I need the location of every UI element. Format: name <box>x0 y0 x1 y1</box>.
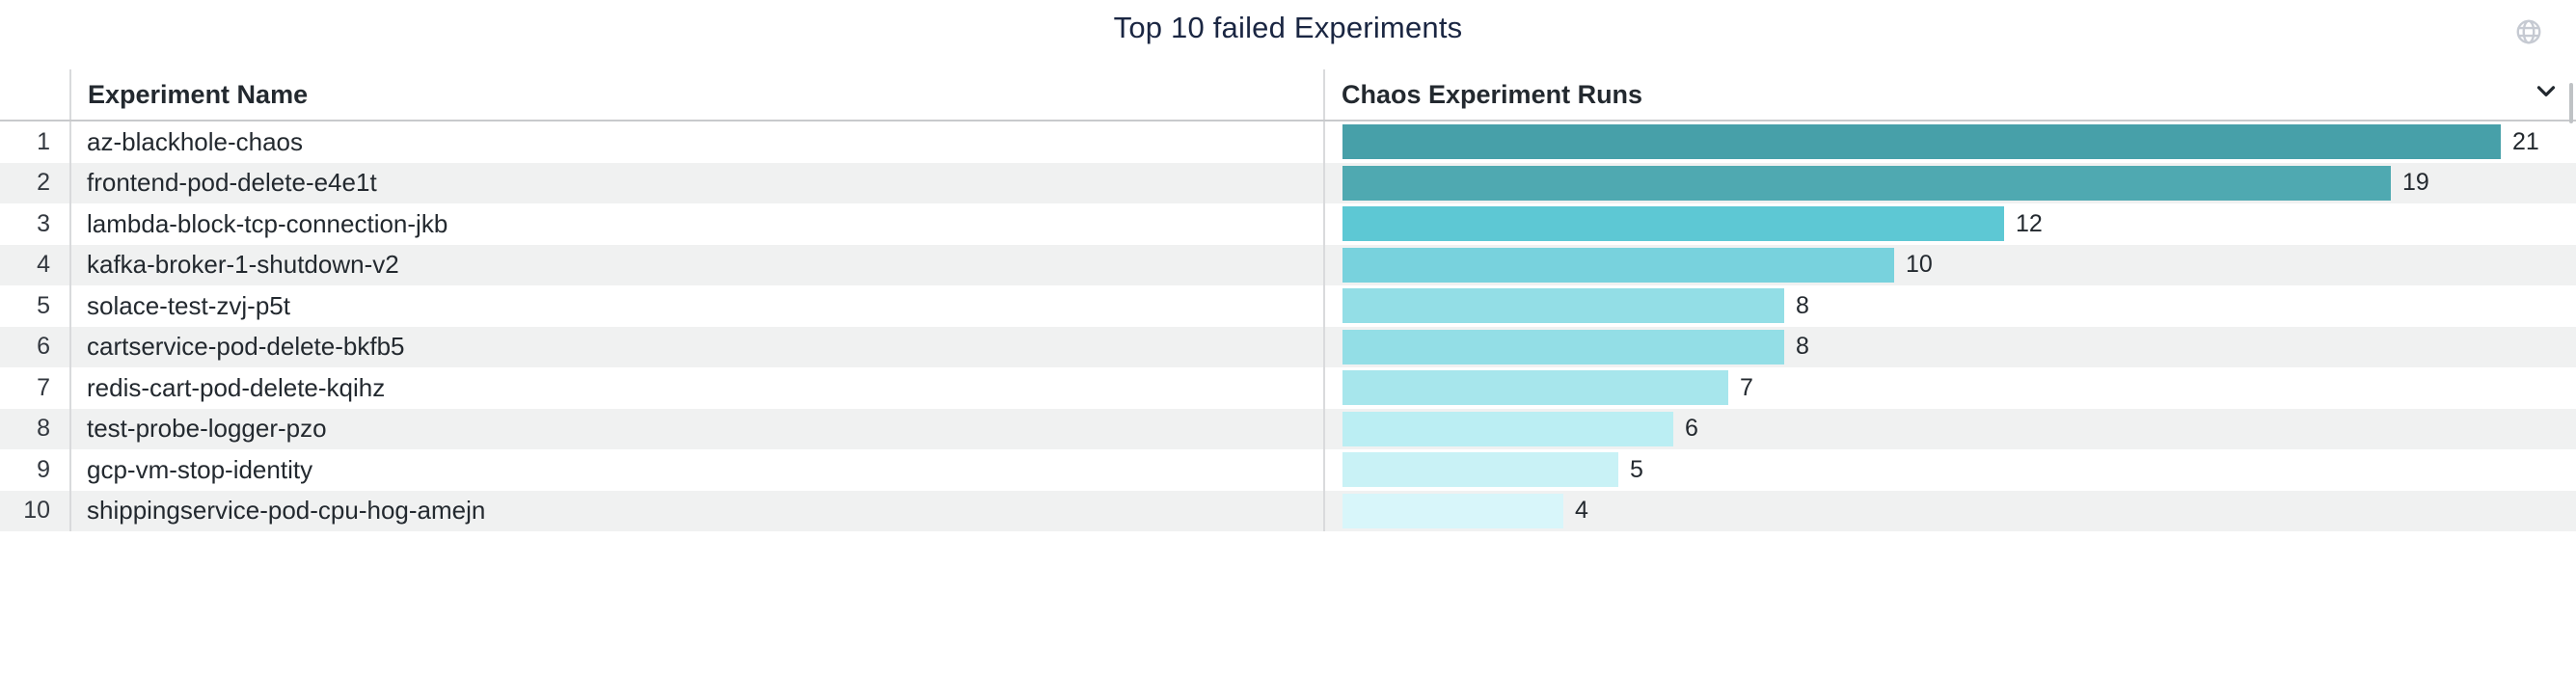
table-row: 4 kafka-broker-1-shutdown-v2 10 <box>0 244 2576 285</box>
row-rank: 5 <box>37 291 50 319</box>
row-rank: 1 <box>37 127 50 155</box>
value-bar <box>1342 165 2391 201</box>
bar-cell: 21 <box>1323 122 2576 163</box>
bar-cell: 4 <box>1323 490 2576 531</box>
row-rank: 8 <box>37 415 50 443</box>
bar-cell: 10 <box>1323 244 2576 285</box>
experiment-name-cell: solace-test-zvj-p5t <box>69 285 1323 327</box>
row-rank: 9 <box>37 455 50 483</box>
table-row: 8 test-probe-logger-pzo 6 <box>0 408 2576 449</box>
bar-value-label: 12 <box>2016 209 2043 237</box>
experiment-name-cell: gcp-vm-stop-identity <box>69 449 1323 491</box>
panel-header: Top 10 failed Experiments <box>0 0 2576 56</box>
row-rank: 2 <box>37 169 50 197</box>
panel-title: Top 10 failed Experiments <box>1113 11 1463 44</box>
value-bar <box>1342 452 1618 488</box>
bar-cell: 8 <box>1323 285 2576 327</box>
scrollbar-thumb[interactable] <box>2569 83 2573 123</box>
value-bar <box>1342 288 1784 324</box>
bar-cell: 5 <box>1323 449 2576 491</box>
value-bar <box>1342 124 2501 160</box>
table-row: 1 az-blackhole-chaos 21 <box>0 122 2576 163</box>
experiment-name-cell: shippingservice-pod-cpu-hog-amejn <box>69 490 1323 531</box>
column-header-chaos-experiment-runs[interactable]: Chaos Experiment Runs <box>1323 69 2576 120</box>
row-rank: 7 <box>37 373 50 401</box>
bar-value-label: 7 <box>1740 373 1753 401</box>
table-row: 5 solace-test-zvj-p5t 8 <box>0 285 2576 327</box>
experiment-name-cell: lambda-block-tcp-connection-jkb <box>69 203 1323 245</box>
chevron-down-icon[interactable] <box>2532 76 2561 105</box>
experiment-name-cell: kafka-broker-1-shutdown-v2 <box>69 244 1323 285</box>
experiment-name-cell: redis-cart-pod-delete-kqihz <box>69 367 1323 409</box>
bar-value-label: 6 <box>1685 415 1698 443</box>
bar-cell: 7 <box>1323 367 2576 409</box>
bar-cell: 19 <box>1323 162 2576 203</box>
value-bar <box>1342 329 1784 364</box>
row-rank: 10 <box>23 497 50 525</box>
experiment-name-cell: az-blackhole-chaos <box>69 122 1323 163</box>
table-body: 1 az-blackhole-chaos 21 2 frontend-pod-delet… <box>0 122 2576 531</box>
experiment-name-cell: frontend-pod-delete-e4e1t <box>69 162 1323 203</box>
table-row: 7 redis-cart-pod-delete-kqihz 7 <box>0 367 2576 409</box>
column-header-experiment-name[interactable]: Experiment Name <box>69 69 1323 120</box>
table-row: 6 cartservice-pod-delete-bkfb5 8 <box>0 326 2576 367</box>
experiment-name-cell: cartservice-pod-delete-bkfb5 <box>69 326 1323 367</box>
bar-cell: 6 <box>1323 408 2576 449</box>
row-rank: 4 <box>37 251 50 279</box>
globe-icon[interactable] <box>2514 17 2543 46</box>
value-bar <box>1342 247 1894 283</box>
value-bar <box>1342 493 1563 528</box>
table-row: 2 frontend-pod-delete-e4e1t 19 <box>0 162 2576 203</box>
row-rank: 3 <box>37 209 50 237</box>
bar-value-label: 4 <box>1575 497 1588 525</box>
bar-value-label: 10 <box>1906 251 1933 279</box>
table-row: 3 lambda-block-tcp-connection-jkb 12 <box>0 203 2576 245</box>
value-bar <box>1342 206 2004 242</box>
table-header-row: Experiment Name Chaos Experiment Runs <box>0 56 2576 122</box>
bar-value-label: 8 <box>1796 291 1809 319</box>
bar-cell: 8 <box>1323 326 2576 367</box>
row-rank: 6 <box>37 333 50 361</box>
bar-value-label: 8 <box>1796 333 1809 361</box>
bar-cell: 12 <box>1323 203 2576 245</box>
table-row: 10 shippingservice-pod-cpu-hog-amejn 4 <box>0 490 2576 531</box>
experiment-name-cell: test-probe-logger-pzo <box>69 408 1323 449</box>
bar-value-label: 21 <box>2512 127 2539 155</box>
table-row: 9 gcp-vm-stop-identity 5 <box>0 449 2576 491</box>
value-bar <box>1342 370 1728 406</box>
bar-value-label: 19 <box>2402 169 2429 197</box>
bar-value-label: 5 <box>1630 455 1643 483</box>
value-bar <box>1342 411 1673 446</box>
